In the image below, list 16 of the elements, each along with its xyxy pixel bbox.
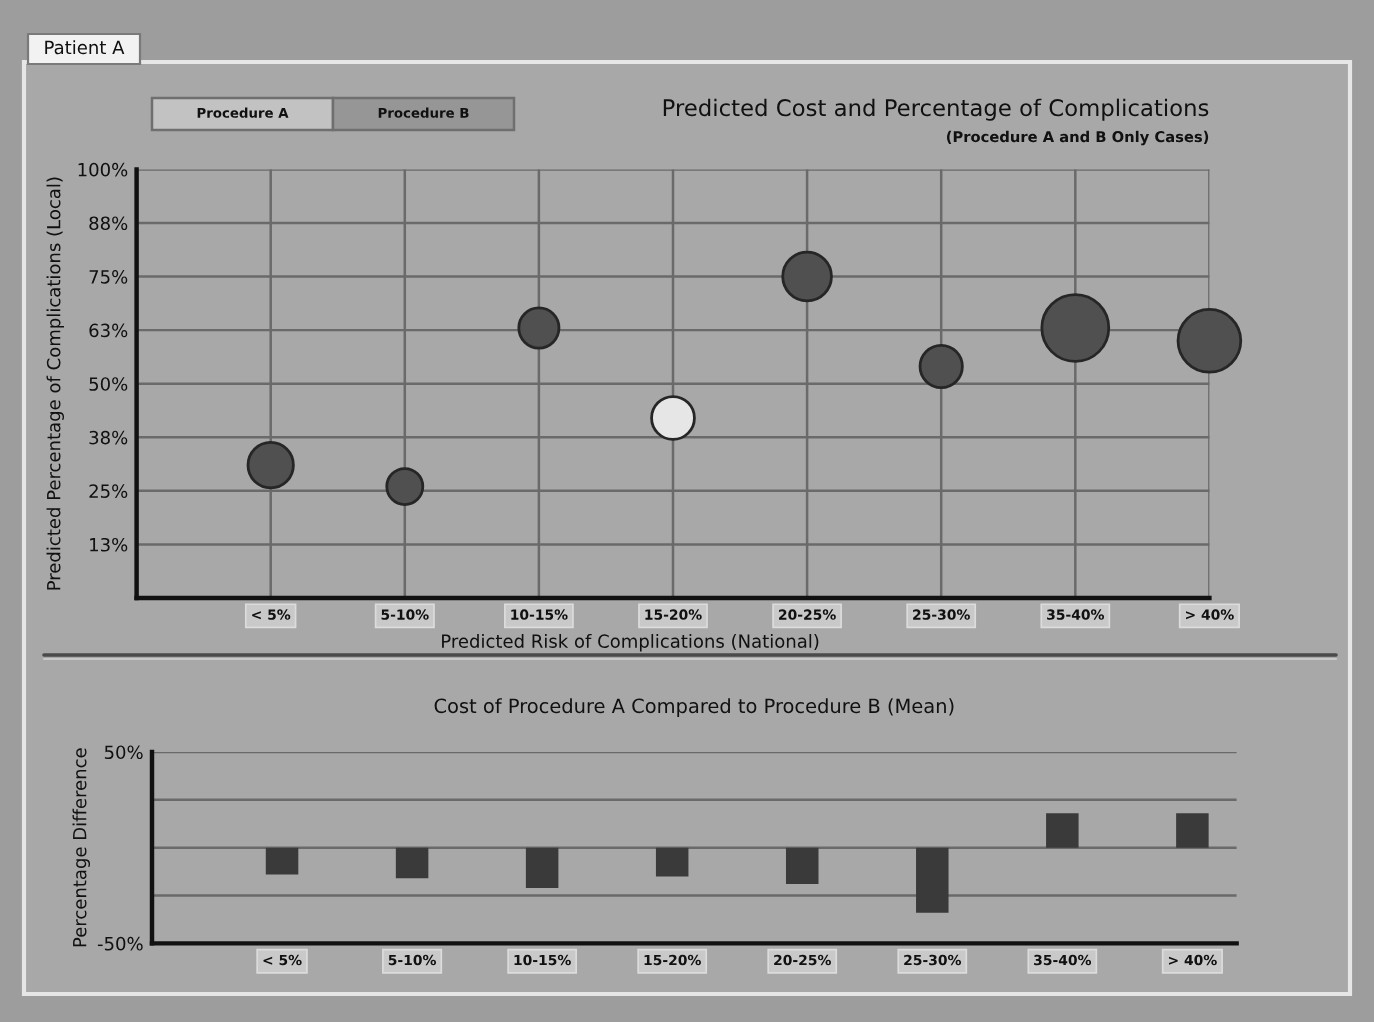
- y-tick-label: 100%: [78, 162, 128, 177]
- y-tick-label: -50%: [97, 936, 143, 951]
- y-tick-label: 75%: [89, 270, 128, 284]
- y-tick-label: 63%: [89, 323, 128, 338]
- y-tick-label: 25%: [89, 484, 128, 498]
- y-tick-label: 88%: [89, 216, 128, 231]
- y-axis-title: Percentage Difference: [72, 748, 90, 947]
- y-tick-label: 38%: [89, 430, 128, 445]
- y-tick-label: 13%: [90, 537, 128, 552]
- x-axis-title: Predicted Risk of Complications (National): [442, 634, 819, 652]
- chart-title: Predicted Cost and Percentage of Complications: [663, 98, 1209, 121]
- text: Patient A: [45, 40, 125, 55]
- y-tick-label: 50%: [89, 377, 128, 391]
- chart-title: Cost of Procedure A Compared to Procedure B (Mean): [434, 698, 954, 717]
- y-tick-label: 50%: [104, 745, 143, 760]
- y-axis-title: Predicted Percentage of Complications (Local): [46, 177, 64, 590]
